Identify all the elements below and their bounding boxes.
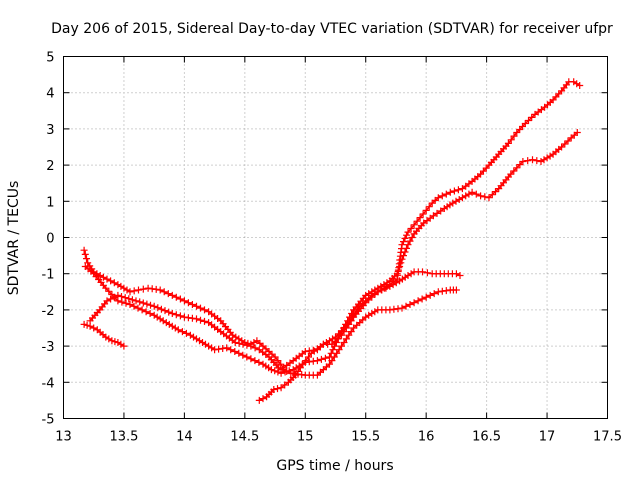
x-tick-label: 16.5 <box>472 430 501 445</box>
y-tick-label: -1 <box>42 268 55 283</box>
y-tick-label: -4 <box>42 376 55 391</box>
x-tick-label: 14.5 <box>230 430 259 445</box>
series-line-track-5 <box>258 81 581 402</box>
grid <box>63 56 608 419</box>
series-markers-track-4 <box>81 129 581 377</box>
y-tick-label: 1 <box>46 195 54 210</box>
series-markers-track-5 <box>255 78 584 404</box>
y-tick-label: 0 <box>46 232 54 247</box>
y-tick-label: -2 <box>42 304 55 319</box>
y-tick-label: 2 <box>46 159 54 174</box>
y-tick-label: 4 <box>46 87 54 102</box>
y-tick-label: -3 <box>42 340 55 355</box>
x-tick-label: 16 <box>418 430 435 445</box>
axis-ticks: 13 13.5 14 14.5 15 15.5 16 16.5 17 17.5-5-4-3-2-1… <box>42 51 622 445</box>
x-tick-label: 15.5 <box>351 430 380 445</box>
x-tick-label: 14 <box>176 430 193 445</box>
y-tick-label: 5 <box>46 51 54 66</box>
y-tick-label: 3 <box>46 123 54 138</box>
y-tick-label: -5 <box>42 413 55 428</box>
series-line-track-4 <box>84 131 579 375</box>
x-axis-label: GPS time / hours <box>276 458 393 474</box>
y-axis-label: SDTVAR / TECUs <box>6 181 22 296</box>
x-tick-label: 13.5 <box>109 430 138 445</box>
data-series <box>80 78 584 404</box>
series-markers-track-1 <box>80 320 128 350</box>
x-tick-label: 17.5 <box>593 430 622 445</box>
series-markers-track-2 <box>86 286 460 379</box>
x-tick-label: 17 <box>539 430 556 445</box>
x-tick-label: 13 <box>55 430 72 445</box>
chart-title: Day 206 of 2015, Sidereal Day-to-day VTE… <box>51 21 613 37</box>
x-tick-label: 15 <box>297 430 314 445</box>
